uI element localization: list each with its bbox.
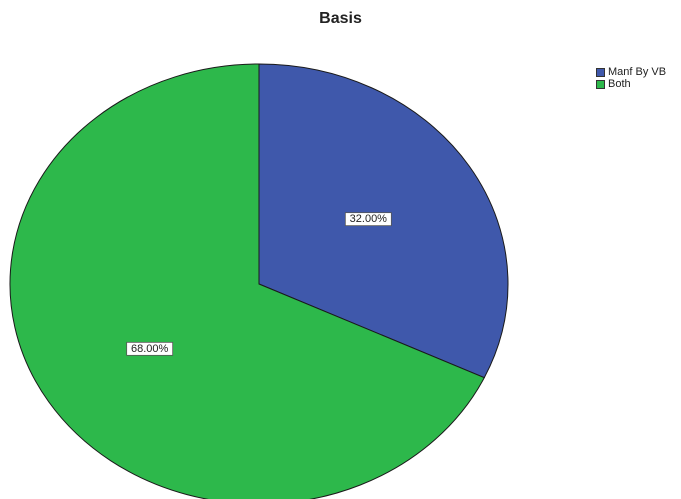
- legend-item-1: Both: [596, 78, 666, 90]
- pie-slice-1: [9, 63, 486, 499]
- legend-swatch-1: [596, 79, 605, 89]
- slice-value-text-1: 68.00%: [131, 343, 169, 355]
- legend-item-0: Manf By VB: [596, 66, 666, 78]
- chart-title: Basis: [319, 10, 362, 27]
- legend-swatch-0: [596, 67, 605, 77]
- slice-value-text-0: 32.00%: [350, 213, 388, 225]
- slice-value-label-0: 32.00%: [344, 212, 392, 227]
- slice-value-label-1: 68.00%: [126, 341, 174, 356]
- legend-label-1: Both: [608, 78, 631, 90]
- legend: Manf By VB Both: [596, 66, 666, 90]
- legend-label-0: Manf By VB: [608, 66, 667, 78]
